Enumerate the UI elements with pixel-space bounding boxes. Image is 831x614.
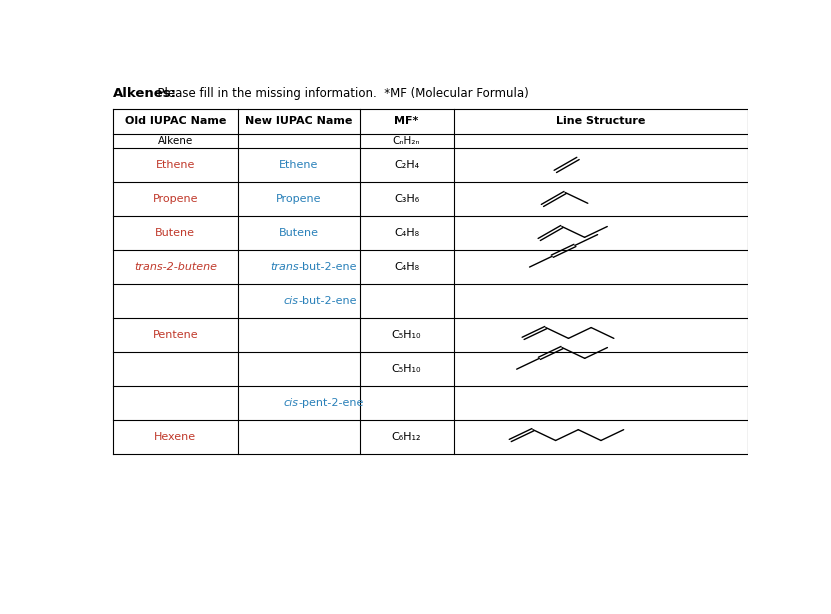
Text: Butene: Butene — [278, 228, 319, 238]
Text: Pentene: Pentene — [153, 330, 198, 340]
Text: MF*: MF* — [395, 117, 419, 126]
Text: Ethene: Ethene — [155, 160, 195, 170]
Text: cis: cis — [283, 296, 298, 306]
Text: Line Structure: Line Structure — [556, 117, 646, 126]
Text: Propene: Propene — [276, 194, 322, 204]
Text: CₙH₂ₙ: CₙH₂ₙ — [393, 136, 420, 146]
Text: Hexene: Hexene — [155, 432, 196, 442]
Text: Alkenes:: Alkenes: — [113, 87, 177, 100]
Text: cis: cis — [283, 398, 298, 408]
Text: C₅H₁₀: C₅H₁₀ — [392, 364, 421, 374]
Text: C₄H₈: C₄H₈ — [394, 228, 419, 238]
Text: trans: trans — [270, 262, 298, 272]
Text: Propene: Propene — [153, 194, 198, 204]
Text: C₄H₈: C₄H₈ — [394, 262, 419, 272]
Text: C₂H₄: C₂H₄ — [394, 160, 419, 170]
Text: C₆H₁₂: C₆H₁₂ — [392, 432, 421, 442]
Text: Alkene: Alkene — [158, 136, 193, 146]
Text: -but-2-ene: -but-2-ene — [298, 262, 357, 272]
Text: C₃H₆: C₃H₆ — [394, 194, 419, 204]
Text: Ethene: Ethene — [279, 160, 318, 170]
Text: Please fill in the missing information.  *MF (Molecular Formula): Please fill in the missing information. … — [150, 87, 529, 100]
Text: -but-2-ene: -but-2-ene — [298, 296, 357, 306]
Text: Old IUPAC Name: Old IUPAC Name — [125, 117, 226, 126]
Text: New IUPAC Name: New IUPAC Name — [245, 117, 352, 126]
Text: trans-2-butene: trans-2-butene — [134, 262, 217, 272]
Text: -pent-2-ene: -pent-2-ene — [298, 398, 364, 408]
Text: Butene: Butene — [155, 228, 195, 238]
Text: C₅H₁₀: C₅H₁₀ — [392, 330, 421, 340]
